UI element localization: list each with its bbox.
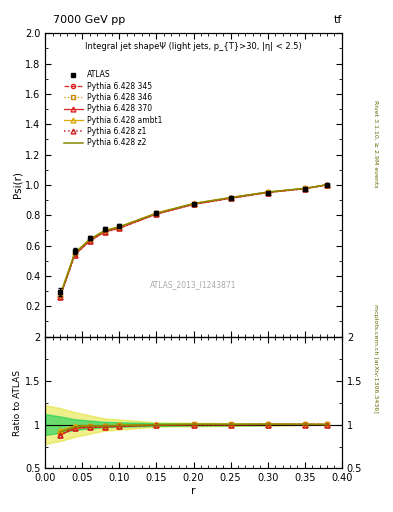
Text: 7000 GeV pp: 7000 GeV pp: [53, 14, 125, 25]
Text: Integral jet shapeΨ (light jets, p_{T}>30, |η| < 2.5): Integral jet shapeΨ (light jets, p_{T}>3…: [85, 42, 302, 51]
Y-axis label: Psi(r): Psi(r): [12, 172, 22, 199]
Text: Rivet 3.1.10, ≥ 2.9M events: Rivet 3.1.10, ≥ 2.9M events: [373, 99, 378, 187]
Text: tf: tf: [334, 14, 342, 25]
Text: mcplots.cern.ch [arXiv:1306.3436]: mcplots.cern.ch [arXiv:1306.3436]: [373, 304, 378, 413]
X-axis label: r: r: [191, 486, 196, 496]
Y-axis label: Ratio to ATLAS: Ratio to ATLAS: [13, 370, 22, 436]
Legend: ATLAS, Pythia 6.428 345, Pythia 6.428 346, Pythia 6.428 370, Pythia 6.428 ambt1,: ATLAS, Pythia 6.428 345, Pythia 6.428 34…: [61, 68, 165, 151]
Text: ATLAS_2013_I1243871: ATLAS_2013_I1243871: [150, 281, 237, 290]
